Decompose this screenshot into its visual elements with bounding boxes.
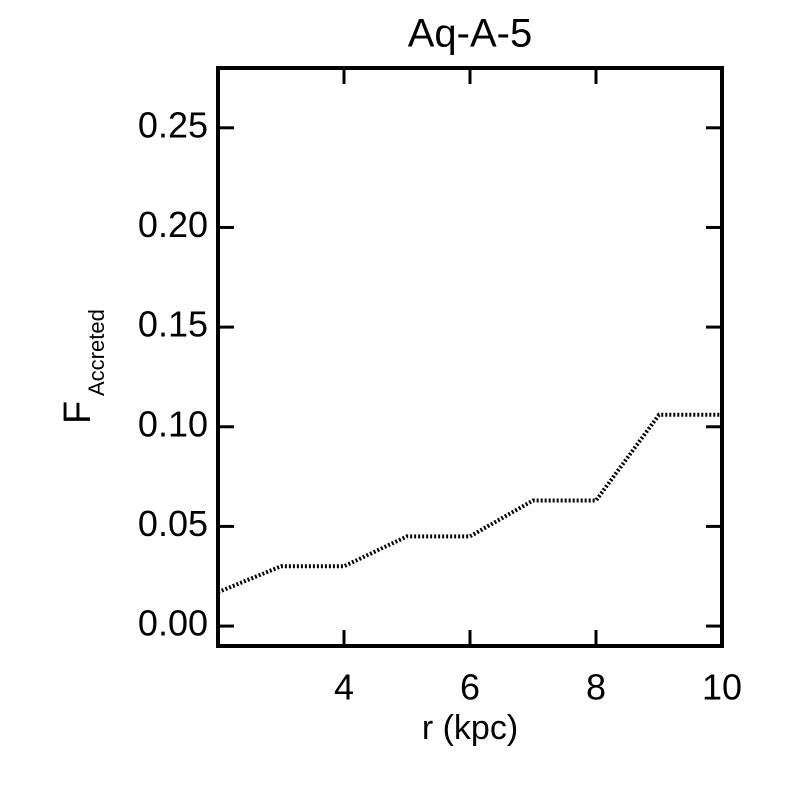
- x-tick-label: 10: [702, 667, 742, 708]
- x-axis-label: r (kpc): [422, 709, 518, 747]
- x-tick-label: 6: [460, 667, 480, 708]
- y-tick-label: 0.05: [138, 503, 208, 544]
- chart-title: Aq-A-5: [408, 12, 533, 56]
- y-tick-label: 0.15: [138, 304, 208, 345]
- y-axis-label-subscript: Accreted: [84, 309, 109, 396]
- y-tick-label: 0.20: [138, 204, 208, 245]
- y-tick-label: 0.00: [138, 603, 208, 644]
- data-line: [217, 412, 722, 595]
- x-tick-label: 8: [586, 667, 606, 708]
- y-tick-label: 0.10: [138, 403, 208, 444]
- x-tick-label: 4: [334, 667, 354, 708]
- y-tick-label: 0.25: [138, 104, 208, 145]
- y-axis-label: F: [57, 401, 99, 424]
- y-axis-label-group: F Accreted: [57, 309, 109, 424]
